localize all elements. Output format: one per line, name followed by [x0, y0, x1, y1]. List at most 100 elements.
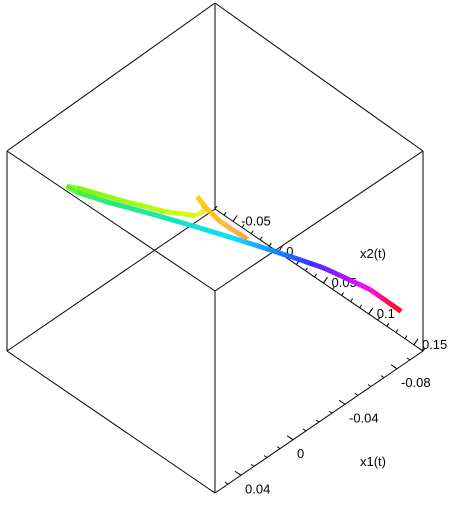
- x2-major-tick: [368, 307, 374, 315]
- trajectory-segment: [87, 188, 92, 195]
- trajectory-segment: [298, 257, 302, 263]
- trajectory-segment: [343, 275, 348, 281]
- trajectory-segment: [372, 290, 377, 296]
- trajectory-segment: [228, 234, 232, 240]
- trajectory-segment: [190, 223, 195, 229]
- trajectory-segment: [186, 221, 190, 228]
- trajectory-segment: [263, 245, 268, 252]
- x1-major-tick: [390, 364, 398, 370]
- trajectory-segment: [167, 216, 172, 222]
- trajectory-segment: [211, 212, 216, 217]
- trajectory-segment: [303, 258, 307, 265]
- trajectory-segment: [203, 205, 208, 210]
- trajectory-segment: [325, 267, 330, 273]
- trajectory-segment: [347, 276, 351, 283]
- trajectory-segment: [109, 194, 113, 201]
- trajectory-segment: [123, 204, 127, 210]
- trajectory-segment: [205, 227, 209, 233]
- x2-minor-tick: [314, 273, 317, 278]
- trajectory-segment: [217, 218, 222, 223]
- trajectory-segment: [212, 213, 217, 218]
- trajectory-segment: [327, 267, 332, 274]
- trajectory-segment: [391, 303, 396, 309]
- x1-minor-tick: [302, 428, 307, 432]
- trajectory-segment: [212, 214, 217, 219]
- trajectory-segment: [208, 209, 213, 214]
- trajectory-segment: [215, 230, 220, 237]
- x2-minor-tick: [404, 335, 408, 339]
- trajectory-segment: [379, 294, 384, 300]
- trajectory-segment: [230, 235, 234, 241]
- trajectory-segment: [209, 228, 213, 235]
- box-edge-back: [214, 208, 424, 352]
- x2-axis-label: x2(t): [360, 246, 386, 261]
- x2-tick-label: -0.05: [241, 213, 271, 228]
- trajectory-segment: [319, 264, 324, 270]
- trajectory-segment: [334, 270, 338, 277]
- trajectory-segment: [215, 217, 220, 222]
- trajectory-segment: [363, 284, 368, 290]
- trajectory-segment: [211, 213, 216, 218]
- trajectory-segment: [203, 226, 207, 233]
- x1-minor-tick: [211, 490, 216, 494]
- trajectory-segment: [393, 305, 398, 311]
- trajectory-segment: [249, 241, 253, 247]
- trajectory-segment: [366, 286, 371, 292]
- trajectory-segment: [194, 224, 199, 230]
- x1-minor-tick: [419, 348, 424, 352]
- x2-major-tick: [413, 338, 419, 346]
- x2-minor-tick: [259, 236, 263, 241]
- trajectory-segment: [81, 187, 85, 193]
- trajectory-segment: [208, 210, 213, 215]
- x2-tick-label: 0: [286, 244, 293, 259]
- x1-tick-label: 0: [297, 446, 304, 461]
- trajectory-segment: [373, 291, 378, 296]
- x1-major-tick: [286, 435, 294, 441]
- trajectory-segment: [261, 245, 266, 251]
- trajectory-segment: [153, 212, 158, 218]
- trajectory-segment: [131, 206, 135, 212]
- trajectory-segment: [165, 215, 170, 222]
- x2-tick-label: 0.15: [422, 337, 447, 352]
- trajectory-segment: [257, 243, 262, 250]
- trajectory-segment: [398, 308, 403, 314]
- x1-minor-tick: [276, 446, 281, 450]
- trajectory-segment: [96, 191, 100, 197]
- trajectory-segment: [335, 271, 340, 277]
- trajectory-segment: [178, 219, 182, 225]
- trajectory-segment: [125, 204, 129, 210]
- trajectory-segment: [358, 282, 363, 288]
- axis-labels: x2(t) x1(t): [360, 246, 386, 469]
- trajectory-segment: [304, 259, 308, 265]
- trajectory-segment: [102, 193, 106, 199]
- trajectory-segment: [155, 213, 160, 219]
- trajectory-segment: [196, 224, 201, 231]
- x2-minor-tick: [241, 224, 245, 228]
- trajectory-segment: [309, 260, 313, 267]
- trajectory-segment: [276, 249, 281, 256]
- x2-minor-tick: [268, 242, 272, 247]
- trajectory-segment: [236, 237, 241, 243]
- trajectory-segment: [112, 195, 116, 202]
- trajectory-segment: [104, 193, 108, 199]
- x2-minor-tick: [377, 316, 381, 321]
- trajectory-segment: [240, 238, 245, 244]
- x1-tick-label: -0.04: [349, 410, 379, 425]
- trajectory-segment: [213, 229, 218, 236]
- box-edge: [214, 150, 424, 292]
- trajectory-segment: [340, 273, 345, 280]
- x2-minor-tick: [359, 304, 363, 309]
- trajectory-segment: [216, 218, 221, 223]
- trajectory-segment: [291, 254, 295, 260]
- trajectory-segment: [214, 215, 219, 220]
- trajectory-segment: [119, 197, 123, 204]
- trajectory-segment: [213, 215, 218, 220]
- x2-minor-tick: [422, 347, 426, 352]
- trajectory-segment: [106, 194, 110, 200]
- trajectory-segment: [215, 216, 220, 221]
- trajectory-segment: [221, 232, 226, 238]
- trajectory-segment: [213, 214, 218, 219]
- trajectory-segment: [89, 189, 93, 195]
- trajectory-segment: [172, 217, 176, 224]
